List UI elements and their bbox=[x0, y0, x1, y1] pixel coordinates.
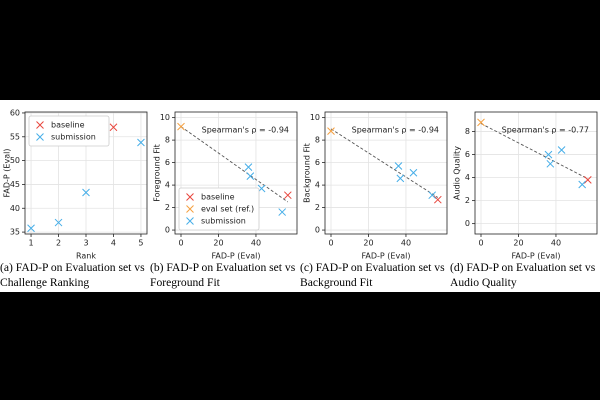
caption: (c) FAD-P on Evaluation set vs Backgroun… bbox=[300, 261, 445, 289]
x-tick-label: 5 bbox=[138, 239, 143, 248]
annotation: Spearman's ρ = -0.94 bbox=[202, 126, 289, 135]
marker bbox=[246, 172, 255, 180]
y-tick-label: 10 bbox=[160, 113, 170, 122]
y-tick-label: 6 bbox=[165, 158, 170, 167]
marker bbox=[433, 195, 442, 204]
plot-frame bbox=[324, 111, 448, 235]
y-tick-label: 2 bbox=[165, 203, 170, 212]
x-tick-label: 40 bbox=[251, 239, 261, 248]
x-tick-label: 2 bbox=[56, 239, 61, 248]
legend-label: baseline bbox=[51, 121, 85, 130]
y-tick-label: 0 bbox=[315, 226, 320, 235]
plot-frame bbox=[474, 111, 598, 235]
marker bbox=[477, 118, 485, 127]
marker bbox=[396, 174, 405, 183]
x-tick-label: 3 bbox=[83, 239, 88, 248]
y-tick-label: 6 bbox=[465, 150, 470, 159]
y-tick-label: 2 bbox=[315, 203, 320, 212]
caption: (b) FAD-P on Evaluation set vs Foregroun… bbox=[150, 261, 296, 289]
x-tick-label: 4 bbox=[111, 239, 116, 248]
x-tick-label: 0 bbox=[178, 239, 183, 248]
legend-label: baseline bbox=[201, 193, 235, 202]
x-tick-label: 40 bbox=[401, 239, 411, 248]
y-axis-label: Foreground Fit bbox=[153, 144, 162, 201]
marker bbox=[109, 123, 118, 132]
legend-marker bbox=[36, 133, 44, 141]
marker bbox=[394, 162, 403, 170]
marker bbox=[578, 180, 587, 189]
legend-box bbox=[28, 115, 110, 147]
x-tick-label: 40 bbox=[551, 239, 561, 248]
marker bbox=[557, 146, 566, 154]
caption: (a) FAD-P on Evaluation set vs Challenge… bbox=[0, 261, 145, 289]
caption: (d) FAD-P on Evaluation set vs Audio Qua… bbox=[450, 261, 596, 289]
y-axis-label: FAD-P (Eval) bbox=[3, 149, 12, 198]
y-tick-label: 0 bbox=[165, 226, 170, 235]
marker bbox=[177, 122, 185, 131]
marker bbox=[327, 127, 335, 135]
legend-marker bbox=[36, 121, 44, 129]
annotation: Spearman's ρ = -0.94 bbox=[352, 126, 439, 135]
y-axis-label: Audio Quality bbox=[453, 146, 462, 200]
trend-line bbox=[330, 128, 439, 198]
y-tick-label: 4 bbox=[465, 173, 470, 182]
y-tick-label: 6 bbox=[315, 158, 320, 167]
marker bbox=[82, 188, 90, 197]
y-tick-label: 10 bbox=[310, 113, 320, 122]
y-tick-label: 4 bbox=[165, 181, 170, 190]
legend-marker bbox=[186, 193, 194, 201]
legend-label: eval set (ref.) bbox=[201, 205, 254, 214]
marker bbox=[278, 208, 287, 216]
marker bbox=[137, 138, 145, 147]
marker bbox=[583, 176, 592, 184]
legend-marker bbox=[186, 205, 194, 213]
legend-label: submission bbox=[51, 133, 96, 142]
annotation: Spearman's ρ = -0.77 bbox=[502, 126, 589, 135]
y-tick-label: 40 bbox=[10, 204, 20, 213]
y-tick-label: 50 bbox=[10, 156, 20, 165]
y-tick-label: 60 bbox=[10, 108, 20, 117]
legend-marker bbox=[186, 217, 194, 225]
y-tick-label: 45 bbox=[10, 180, 20, 189]
trend-line bbox=[480, 123, 589, 180]
x-axis-label: FAD-P (Eval) bbox=[362, 252, 411, 261]
y-tick-label: 8 bbox=[315, 136, 320, 145]
y-tick-label: 2 bbox=[465, 196, 470, 205]
y-tick-label: 8 bbox=[165, 136, 170, 145]
marker bbox=[428, 191, 437, 200]
y-tick-label: 0 bbox=[465, 219, 470, 228]
marker bbox=[409, 168, 418, 177]
x-tick-label: 1 bbox=[28, 239, 33, 248]
x-tick-label: 0 bbox=[478, 239, 483, 248]
plot-frame bbox=[174, 111, 298, 235]
y-axis-label: Background Fit bbox=[303, 143, 312, 203]
plot-frame bbox=[24, 111, 148, 235]
marker bbox=[54, 218, 63, 227]
trend-line bbox=[180, 126, 289, 203]
x-tick-label: 0 bbox=[328, 239, 333, 248]
y-tick-label: 8 bbox=[465, 127, 470, 136]
y-tick-label: 4 bbox=[315, 181, 320, 190]
marker bbox=[27, 224, 35, 233]
legend-box bbox=[178, 187, 260, 231]
x-axis-label: Rank bbox=[76, 252, 96, 261]
x-axis-label: FAD-P (Eval) bbox=[212, 252, 261, 261]
marker bbox=[546, 159, 555, 168]
y-tick-label: 55 bbox=[10, 132, 20, 141]
marker bbox=[283, 191, 292, 200]
marker bbox=[544, 150, 553, 159]
x-axis-label: FAD-P (Eval) bbox=[512, 252, 561, 261]
x-tick-label: 20 bbox=[213, 239, 223, 248]
y-tick-label: 35 bbox=[10, 228, 20, 237]
x-tick-label: 20 bbox=[363, 239, 373, 248]
marker bbox=[244, 163, 253, 171]
x-tick-label: 20 bbox=[513, 239, 523, 248]
legend-label: submission bbox=[201, 217, 246, 226]
